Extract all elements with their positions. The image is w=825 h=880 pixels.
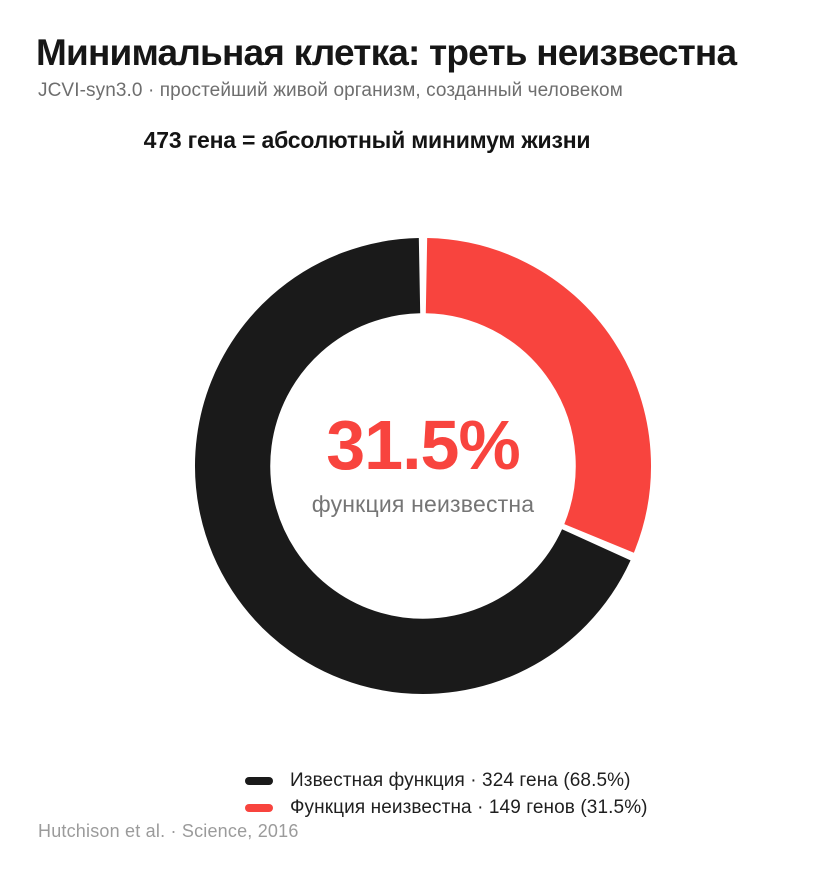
legend-swatch-unknown-function [245, 803, 273, 812]
center-percent-caption: функция неизвестна [311, 491, 535, 517]
donut-segment-функция-неизвестна [425, 238, 651, 553]
legend-label-unknown-function: Функция неизвестна · 149 генов (31.5%) [290, 796, 648, 818]
donut-segment-известная-функция [195, 238, 631, 694]
donut-center-label: 31.5% функция неизвестна [203, 410, 643, 518]
source-credit: Hutchison et al. · Science, 2016 [38, 821, 299, 841]
legend-label-known-function: Известная функция · 324 гена (68.5%) [290, 769, 631, 791]
center-percent-value: 31.5% [326, 406, 520, 484]
chart-heading: 473 гена = абсолютный минимум жизни [143, 127, 591, 153]
legend-swatch-known-function [245, 776, 273, 785]
donut-chart [195, 238, 651, 694]
legend-item-known-function: Известная функция · 324 гена (68.5%) [245, 767, 648, 794]
page-subtitle: JCVI-syn3.0 · простейший живой организм,… [38, 80, 623, 101]
chart-legend: Известная функция · 324 гена (68.5%) Фун… [245, 767, 648, 821]
page-title: Минимальная клетка: треть неизвестна [36, 32, 737, 73]
legend-item-unknown-function: Функция неизвестна · 149 генов (31.5%) [245, 794, 648, 821]
